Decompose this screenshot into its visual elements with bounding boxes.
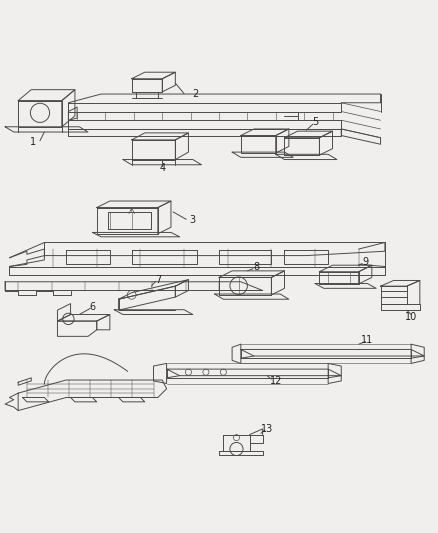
Text: 5: 5 xyxy=(312,117,318,127)
Text: 1: 1 xyxy=(30,137,36,147)
Text: 7: 7 xyxy=(155,274,161,285)
Text: 11: 11 xyxy=(361,335,374,345)
Text: 12: 12 xyxy=(269,376,282,386)
Text: 2: 2 xyxy=(192,88,198,99)
Text: 10: 10 xyxy=(405,312,417,322)
Text: 13: 13 xyxy=(261,424,273,434)
Text: 9: 9 xyxy=(362,257,368,267)
Text: 8: 8 xyxy=(253,262,259,272)
Text: 4: 4 xyxy=(159,163,165,173)
Text: 3: 3 xyxy=(190,215,196,225)
Text: 6: 6 xyxy=(89,302,95,312)
